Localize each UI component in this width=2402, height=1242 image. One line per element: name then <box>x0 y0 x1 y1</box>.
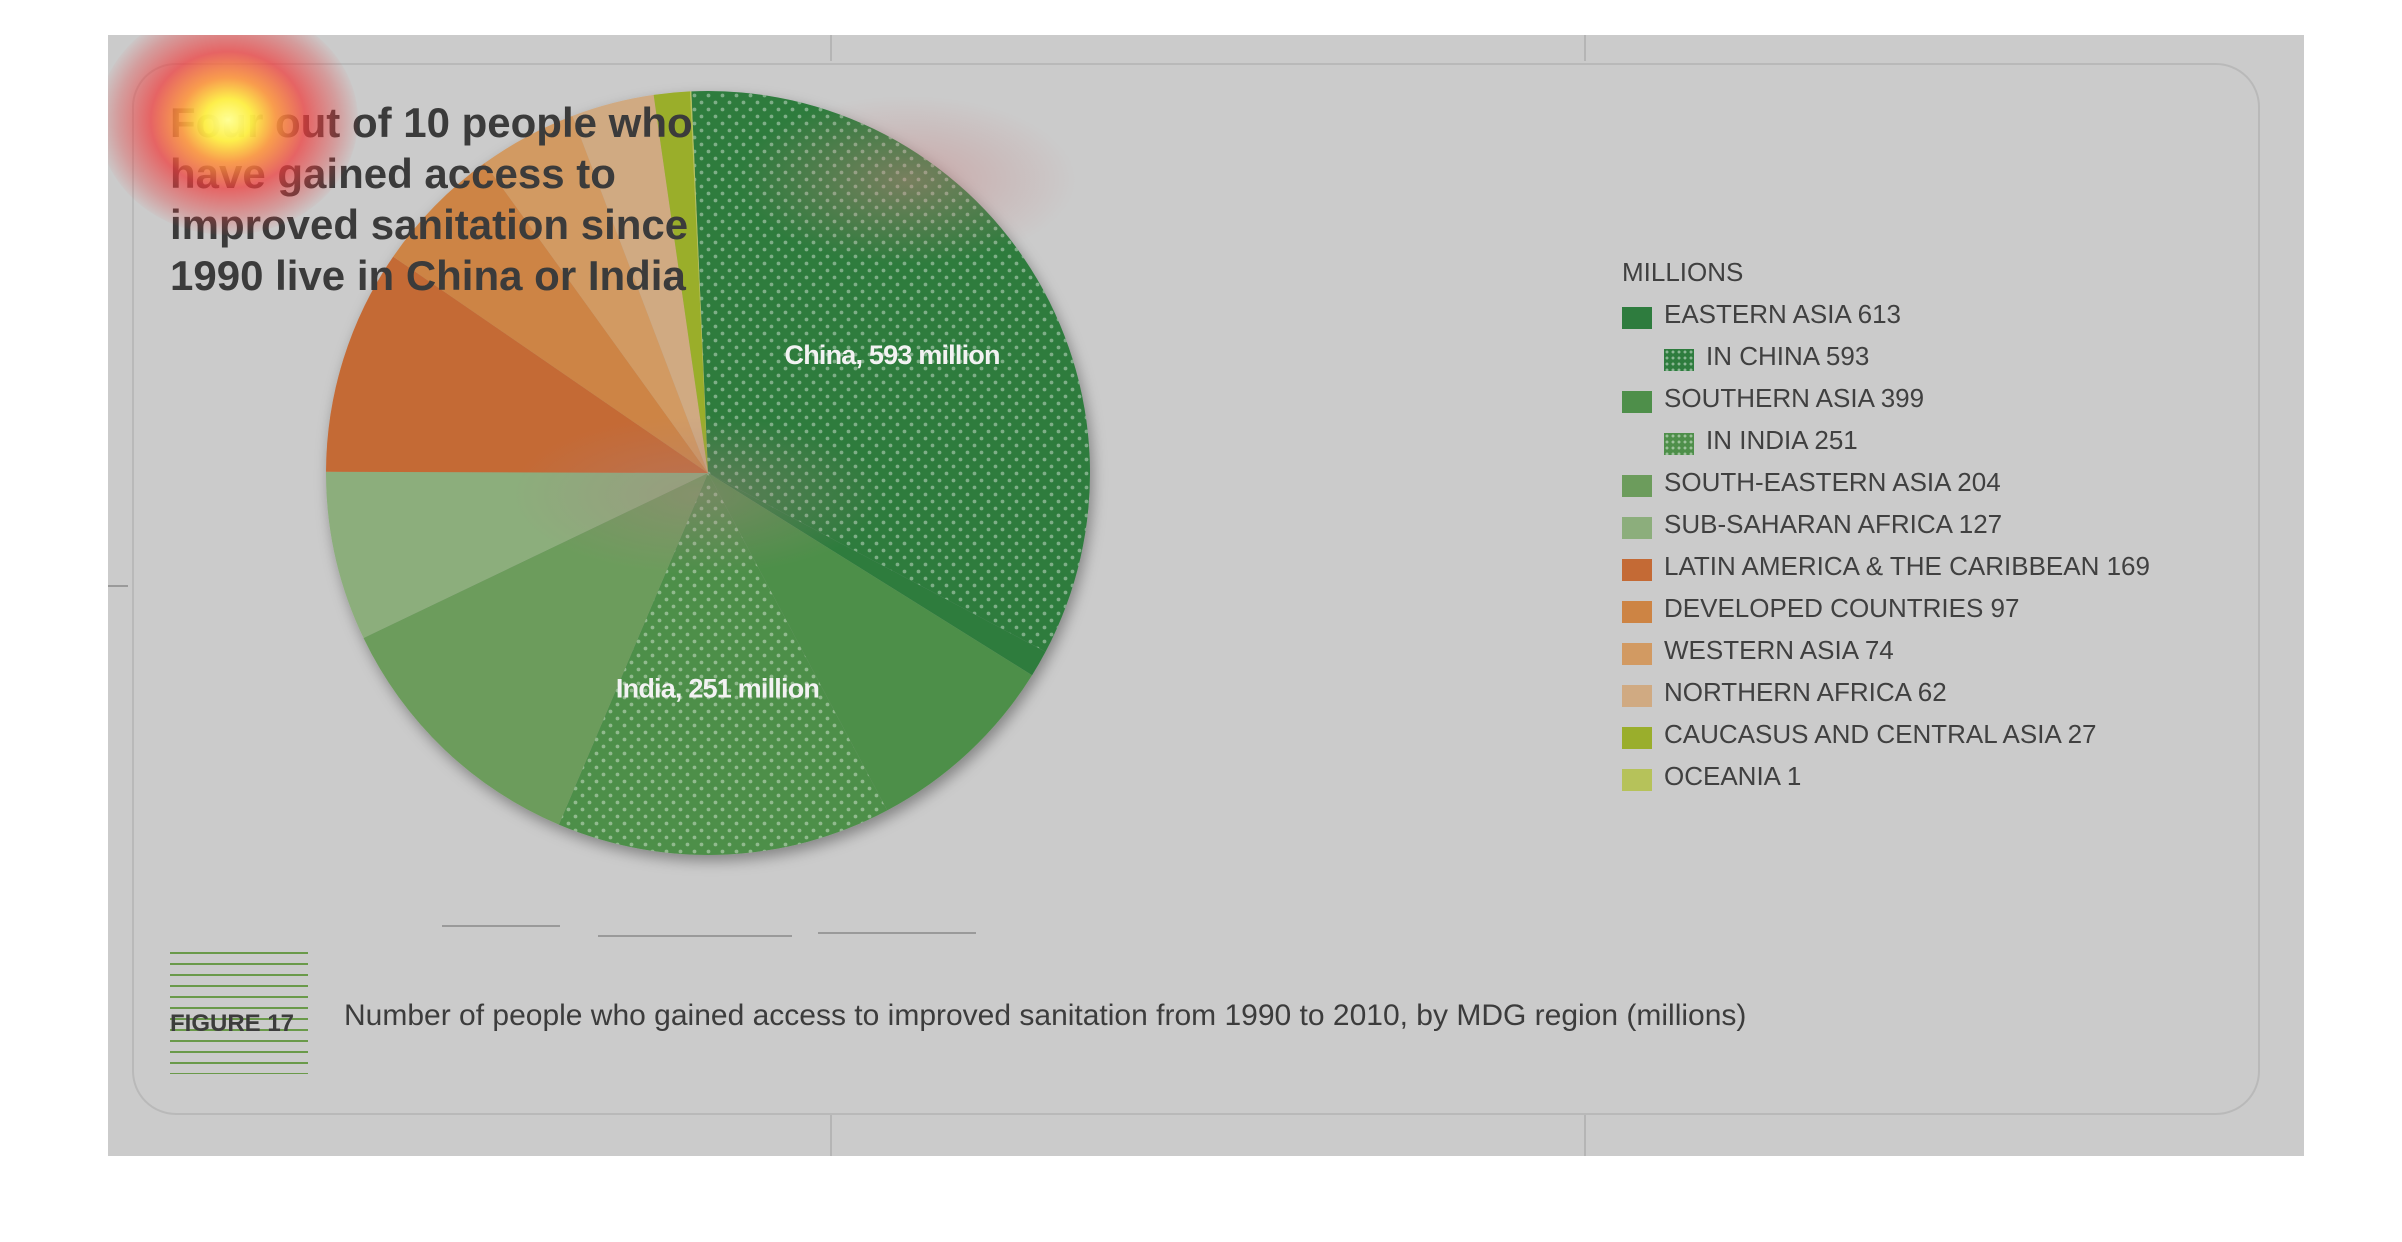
figure-caption: Number of people who gained access to im… <box>344 999 1747 1032</box>
legend-swatch <box>1622 307 1652 329</box>
page-guide-line <box>442 925 560 927</box>
pie-slice-pattern-in-china <box>691 90 1091 652</box>
page-guide-line <box>1584 35 1586 61</box>
legend-label: SUB-SAHARAN AFRICA 127 <box>1664 509 2003 539</box>
legend-swatch <box>1622 769 1652 791</box>
pie-slice-label: China, 593 million <box>785 340 1000 370</box>
pie-slice-southern-asia-excluding-india <box>708 473 1033 811</box>
pie-slice-label: India, 251 million <box>616 674 819 704</box>
pie-slice-pattern-in-india <box>558 473 888 855</box>
legend-swatch <box>1622 601 1652 623</box>
page-guide-line <box>598 935 792 937</box>
page-guide-line <box>1584 1115 1586 1156</box>
headline: Four out of 10 people who have gained ac… <box>170 99 693 299</box>
legend-label: WESTERN ASIA 74 <box>1664 635 1894 665</box>
legend-label: NORTHERN AFRICA 62 <box>1664 677 1947 707</box>
legend-swatch <box>1664 349 1694 371</box>
legend-title: MILLIONS <box>1622 257 1744 287</box>
pie-slice-northern-africa <box>572 94 708 473</box>
legend-swatch <box>1622 727 1652 749</box>
pie-slice-western-asia <box>484 115 708 473</box>
legend-label: CAUCASUS AND CENTRAL ASIA 27 <box>1664 719 2097 749</box>
figure-number: FIGURE 17 <box>170 1010 295 1037</box>
legend-label: SOUTH-EASTERN ASIA 204 <box>1664 467 2001 497</box>
legend-swatch <box>1622 559 1652 581</box>
legend-label: IN INDIA 251 <box>1706 425 1858 455</box>
figure-stripes <box>170 952 308 1074</box>
legend-label: EASTERN ASIA 613 <box>1664 299 1902 329</box>
legend-swatch <box>1622 517 1652 539</box>
legend-label: DEVELOPED COUNTRIES 97 <box>1664 593 2020 623</box>
pie-slice-caucasus-and-central-asia <box>653 91 708 474</box>
legend-swatch <box>1664 433 1694 455</box>
pie-slice-latin-america-the-caribbean <box>326 256 708 473</box>
figure-frame <box>132 63 2260 1115</box>
legend-label: SOUTHERN ASIA 399 <box>1664 383 1925 413</box>
pie-slice-sub-saharan-africa <box>325 471 708 639</box>
legend-swatch <box>1622 685 1652 707</box>
pie-chart: China, 593 million India, 251 million <box>325 90 1091 855</box>
page-guide-line <box>108 585 128 587</box>
legend-label: IN CHINA 593 <box>1706 341 1870 371</box>
legend-swatch <box>1622 391 1652 413</box>
pie-slice-south-eastern-asia <box>363 473 708 825</box>
pie-slice-oceania <box>689 91 708 474</box>
legend-swatch <box>1622 475 1652 497</box>
page-guide-line <box>830 1115 832 1156</box>
legend-label: LATIN AMERICA & THE CARIBBEAN 169 <box>1664 551 2150 581</box>
pie-slice-eastern-asia-excluding-china <box>708 473 1046 676</box>
page-guide-line <box>818 932 976 934</box>
figure-canvas: Four out of 10 people who have gained ac… <box>108 35 2304 1156</box>
page-guide-line <box>830 35 832 61</box>
pie-slice-developed-countries <box>393 163 708 474</box>
legend-label: OCEANIA 1 <box>1664 761 1802 791</box>
legend-swatch <box>1622 643 1652 665</box>
